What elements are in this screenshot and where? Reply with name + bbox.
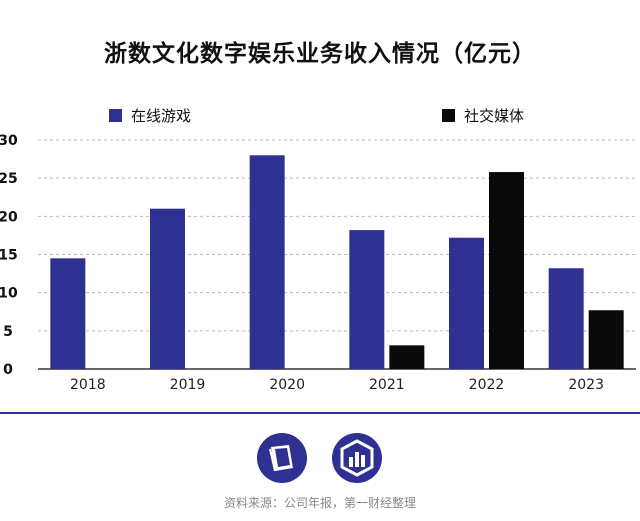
legend-label-1: 社交媒体 — [464, 107, 524, 125]
bar-2022-series-0 — [449, 237, 484, 369]
book-logo-icon — [256, 432, 308, 488]
y-tick-label-0: 0 — [3, 362, 13, 378]
bar-2021-series-1 — [389, 345, 425, 369]
bar-2021-series-0 — [349, 230, 385, 369]
legend-swatch-1 — [442, 109, 455, 122]
y-tick-label-10: 10 — [0, 286, 18, 302]
bar-chart-logo-icon — [331, 432, 383, 488]
legend-swatch-0 — [109, 109, 122, 122]
bar-2022-series-1 — [489, 172, 524, 369]
bar-2018-series-0 — [50, 258, 86, 369]
y-tick-label-15: 15 — [0, 248, 18, 264]
legend-label-0: 在线游戏 — [131, 107, 191, 125]
x-tick-label-2022: 2022 — [469, 377, 505, 393]
y-tick-label-30: 30 — [0, 133, 18, 149]
y-tick-label-20: 20 — [0, 209, 18, 225]
chart-title: 浙数文化数字娱乐业务收入情况（亿元） — [104, 41, 536, 67]
bar-2019-series-0 — [150, 208, 185, 369]
x-tick-label-2023: 2023 — [568, 377, 604, 393]
x-tick-label-2019: 2019 — [170, 377, 206, 393]
divider-line — [0, 412, 640, 414]
bar-2023-series-0 — [548, 268, 584, 369]
x-tick-label-2020: 2020 — [269, 377, 305, 393]
source-note: 资料来源：公司年报，第一财经整理 — [223, 496, 416, 510]
bar-2020-series-0 — [249, 155, 285, 369]
y-tick-label-25: 25 — [0, 171, 18, 187]
bar-2023-series-1 — [588, 310, 624, 369]
y-tick-label-5: 5 — [3, 324, 13, 340]
x-tick-label-2018: 2018 — [70, 377, 106, 393]
bar-chart: 0 5 10 15 20 25 30 2018 2019 2020 2021 2022 2023 在线游戏… — [0, 107, 636, 393]
x-tick-label-2021: 2021 — [369, 377, 405, 393]
